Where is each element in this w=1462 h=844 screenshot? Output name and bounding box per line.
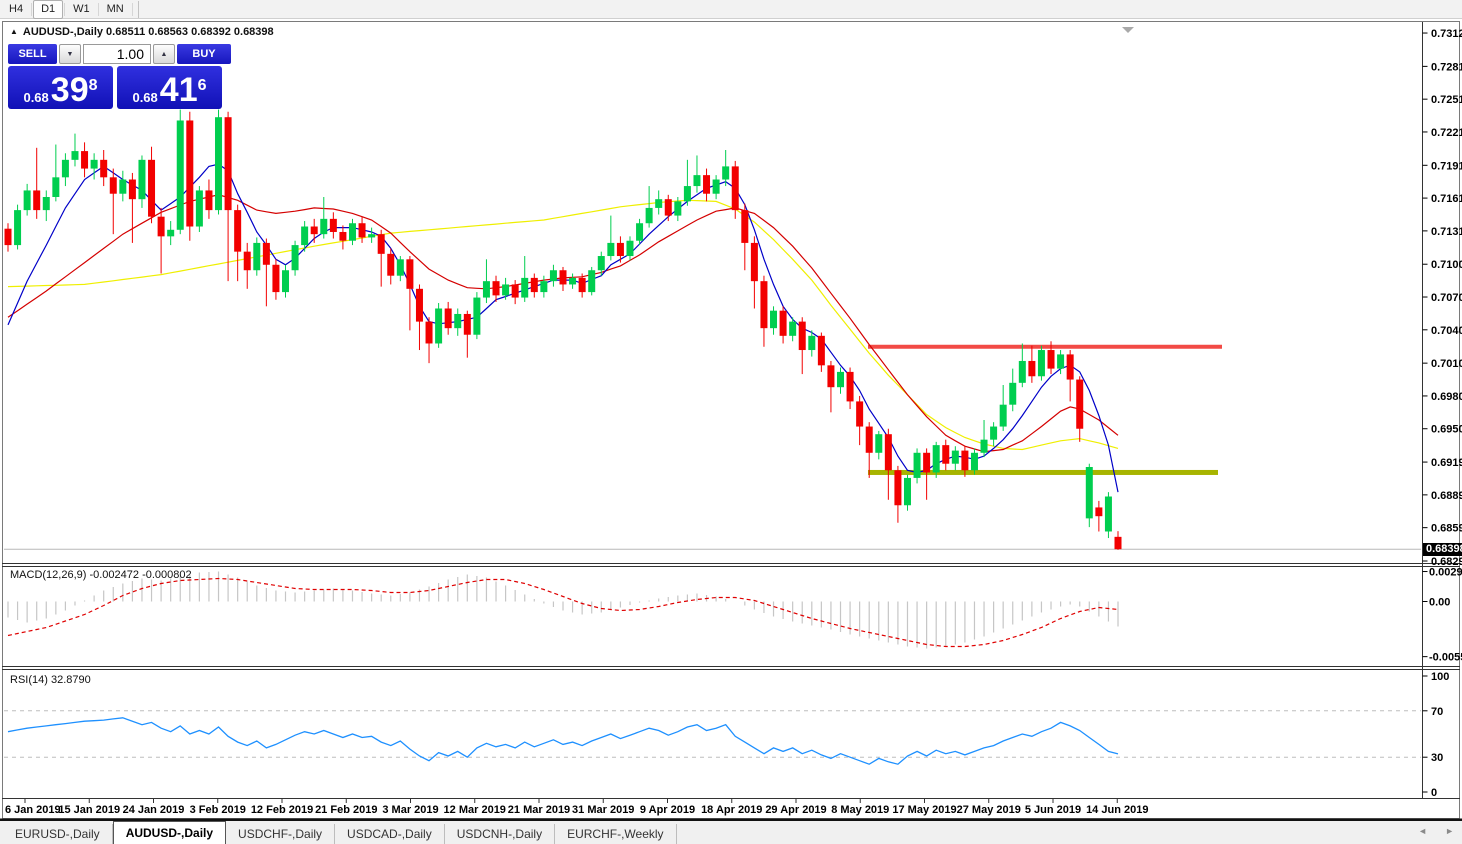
- tab-eurusd-daily[interactable]: EURUSD-,Daily: [3, 824, 113, 844]
- svg-text:30: 30: [1431, 752, 1443, 764]
- svg-text:9 Apr 2019: 9 Apr 2019: [640, 804, 695, 816]
- chart-window-title: ▲ AUDUSD-,Daily 0.68511 0.68563 0.68392 …: [10, 26, 274, 38]
- svg-text:21 Mar 2019: 21 Mar 2019: [508, 804, 570, 816]
- svg-text:100: 100: [1431, 671, 1449, 683]
- svg-text:-0.005514: -0.005514: [1429, 652, 1462, 664]
- buy-price-tile[interactable]: 0.68 41 6: [117, 66, 222, 109]
- svg-text:0.71005: 0.71005: [1431, 259, 1462, 271]
- svg-text:8 May 2019: 8 May 2019: [831, 804, 889, 816]
- svg-text:0.72815: 0.72815: [1431, 61, 1462, 73]
- svg-text:0.00: 0.00: [1429, 597, 1450, 609]
- sell-price-base: 0.68: [23, 90, 49, 105]
- volume-decrease-button[interactable]: ▼: [59, 44, 81, 64]
- svg-text:0.70705: 0.70705: [1431, 292, 1462, 304]
- chevron-down-icon: ▼: [66, 50, 74, 58]
- sell-price-pipette: 8: [88, 77, 98, 94]
- tab-scroll-right-icon[interactable]: ►: [1445, 826, 1454, 836]
- tab-usdcnh-daily[interactable]: USDCNH-,Daily: [445, 824, 556, 844]
- svg-text:0.68895: 0.68895: [1431, 490, 1462, 502]
- current-price-tag: 0.68398: [1423, 543, 1462, 556]
- svg-text:0.002997: 0.002997: [1429, 567, 1462, 579]
- svg-text:3 Feb 2019: 3 Feb 2019: [190, 804, 246, 816]
- buy-price-pipette: 6: [197, 77, 207, 94]
- timeframe-button-w1[interactable]: W1: [73, 3, 90, 15]
- svg-text:14 Jun 2019: 14 Jun 2019: [1086, 804, 1148, 816]
- tab-usdchf-daily[interactable]: USDCHF-,Daily: [226, 824, 336, 844]
- timeframe-button-h4[interactable]: H4: [9, 3, 24, 15]
- svg-text:0.68595: 0.68595: [1431, 523, 1462, 535]
- svg-text:21 Feb 2019: 21 Feb 2019: [315, 804, 377, 816]
- chart-tab-bar: EURUSD-,Daily AUDUSD-,Daily USDCHF-,Daily U…: [0, 821, 1462, 844]
- svg-text:18 Apr 2019: 18 Apr 2019: [701, 804, 762, 816]
- svg-text:0.69195: 0.69195: [1431, 457, 1462, 469]
- timeframe-toolbar: H4 D1 W1 MN: [0, 0, 1462, 19]
- macd-indicator-label: MACD(12,26,9) -0.002472 -0.000802: [10, 569, 192, 581]
- buy-price-base: 0.68: [132, 90, 158, 105]
- svg-text:27 May 2019: 27 May 2019: [957, 804, 1021, 816]
- chart-title-text: AUDUSD-,Daily 0.68511 0.68563 0.68392 0.…: [22, 26, 274, 38]
- tab-audusd-daily[interactable]: AUDUSD-,Daily: [112, 821, 227, 844]
- svg-text:0.72215: 0.72215: [1431, 127, 1462, 139]
- svg-text:15 Jan 2019: 15 Jan 2019: [58, 804, 120, 816]
- chevron-up-icon: ▲: [160, 50, 168, 58]
- svg-text:0.72515: 0.72515: [1431, 94, 1462, 106]
- svg-text:17 May 2019: 17 May 2019: [892, 804, 956, 816]
- timeframe-button-mn[interactable]: MN: [106, 3, 124, 15]
- svg-text:12 Feb 2019: 12 Feb 2019: [251, 804, 313, 816]
- tab-usdcad-daily[interactable]: USDCAD-,Daily: [335, 824, 445, 844]
- svg-text:29 Apr 2019: 29 Apr 2019: [765, 804, 826, 816]
- sell-price-tile[interactable]: 0.68 39 8: [8, 66, 113, 109]
- tab-scroll-left-icon[interactable]: ◄: [1418, 826, 1428, 836]
- svg-text:24 Jan 2019: 24 Jan 2019: [123, 804, 185, 816]
- panel-collapse-icon[interactable]: ▲: [10, 27, 18, 36]
- buy-price-pips: 41: [159, 71, 198, 109]
- rsi-indicator-label: RSI(14) 32.8790: [10, 674, 91, 686]
- svg-text:6 Jan 2019: 6 Jan 2019: [5, 804, 61, 816]
- svg-text:5 Jun 2019: 5 Jun 2019: [1025, 804, 1081, 816]
- tab-eurchf-weekly[interactable]: EURCHF-,Weekly: [555, 824, 677, 844]
- svg-text:3 Mar 2019: 3 Mar 2019: [382, 804, 438, 816]
- timeframe-button-d1[interactable]: D1: [33, 0, 64, 19]
- sell-price-pips: 39: [50, 71, 89, 109]
- svg-text:31 Mar 2019: 31 Mar 2019: [572, 804, 634, 816]
- sell-button[interactable]: SELL: [8, 44, 57, 64]
- svg-text:70: 70: [1431, 706, 1443, 718]
- svg-text:0.70405: 0.70405: [1431, 325, 1462, 337]
- volume-input[interactable]: [83, 44, 151, 64]
- volume-increase-button[interactable]: ▲: [153, 44, 175, 64]
- svg-text:0: 0: [1431, 787, 1437, 799]
- svg-text:12 Mar 2019: 12 Mar 2019: [444, 804, 506, 816]
- buy-button[interactable]: BUY: [177, 44, 231, 64]
